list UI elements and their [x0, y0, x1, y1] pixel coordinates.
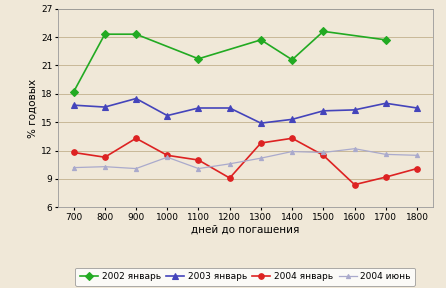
Line: 2004 июнь: 2004 июнь [71, 147, 419, 171]
2004 январь [258, 141, 264, 145]
2004 январь [196, 158, 201, 162]
2003 январь [227, 106, 232, 110]
Y-axis label: % годовых: % годовых [28, 78, 38, 138]
2004 июнь [133, 167, 139, 170]
Line: 2002 январь: 2002 январь [71, 29, 388, 95]
2004 январь [71, 151, 76, 154]
2004 июнь [258, 156, 264, 160]
2003 январь [321, 109, 326, 113]
Line: 2004 январь: 2004 январь [71, 135, 420, 187]
2003 январь [71, 103, 76, 107]
2002 январь [133, 33, 139, 36]
2003 январь [258, 122, 264, 125]
2004 июнь [165, 156, 170, 159]
2004 январь [102, 156, 107, 159]
2003 январь [165, 114, 170, 117]
2004 январь [321, 154, 326, 157]
2004 июнь [383, 153, 388, 156]
2004 июнь [102, 165, 107, 168]
2002 январь [289, 58, 295, 61]
2004 июнь [71, 166, 76, 169]
2004 январь [383, 175, 388, 179]
2004 июнь [414, 154, 420, 157]
2003 январь [352, 108, 357, 112]
X-axis label: дней до погашения: дней до погашения [191, 225, 299, 235]
2003 январь [133, 97, 139, 100]
2004 январь [227, 176, 232, 180]
2003 январь [289, 118, 295, 121]
2004 июнь [321, 151, 326, 154]
2003 январь [102, 105, 107, 109]
2002 январь [321, 30, 326, 33]
2002 январь [196, 57, 201, 60]
2004 январь [414, 167, 420, 170]
Line: 2003 январь: 2003 январь [71, 96, 420, 126]
2004 июнь [289, 150, 295, 153]
2004 январь [133, 137, 139, 140]
2004 июнь [227, 162, 232, 166]
2004 январь [165, 154, 170, 157]
2004 январь [352, 183, 357, 186]
2003 январь [196, 106, 201, 110]
2004 январь [289, 137, 295, 140]
2003 январь [383, 102, 388, 105]
2002 январь [383, 38, 388, 41]
2004 июнь [196, 167, 201, 170]
2002 январь [102, 33, 107, 36]
Legend: 2002 январь, 2003 январь, 2004 январь, 2004 июнь: 2002 январь, 2003 январь, 2004 январь, 2… [75, 268, 415, 285]
2003 январь [414, 106, 420, 110]
2002 январь [258, 38, 264, 41]
2002 январь [71, 90, 76, 94]
2004 июнь [352, 147, 357, 150]
